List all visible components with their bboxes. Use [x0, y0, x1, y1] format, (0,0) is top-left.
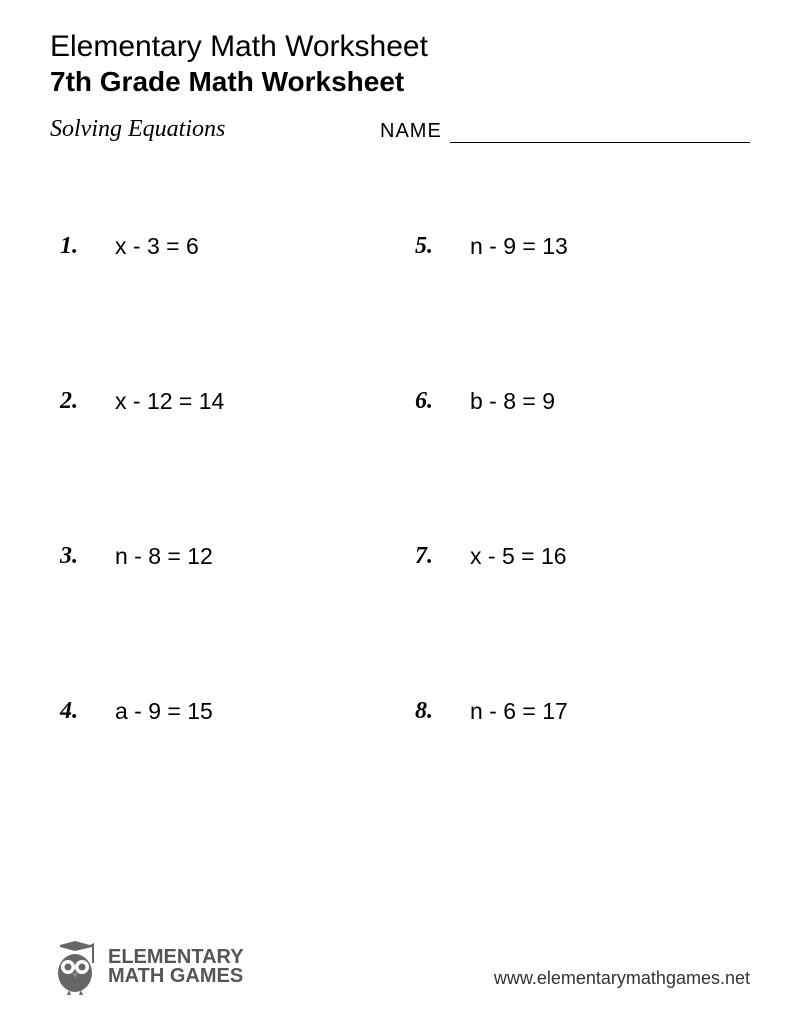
worksheet-topic: Solving Equations: [50, 116, 380, 143]
name-label: NAME: [380, 120, 442, 143]
site-logo: ELEMENTARY MATH GAMES: [50, 939, 244, 995]
problems-grid: 1. x - 3 = 6 2. x - 12 = 14 3. n - 8 = 1…: [50, 203, 750, 823]
problem-equation: a - 9 = 15: [115, 698, 213, 725]
logo-text: ELEMENTARY MATH GAMES: [108, 948, 244, 986]
subheading-row: Solving Equations NAME: [50, 116, 750, 143]
problem-number: 8.: [415, 698, 470, 725]
problem-equation: b - 8 = 9: [470, 388, 555, 415]
problem: 3. n - 8 = 12: [60, 513, 395, 668]
problem-equation: x - 12 = 14: [115, 388, 224, 415]
logo-text-line2: MATH GAMES: [108, 967, 244, 986]
problem: 2. x - 12 = 14: [60, 358, 395, 513]
problem-number: 1.: [60, 233, 115, 260]
problem-equation: n - 9 = 13: [470, 233, 568, 260]
problem-number: 7.: [415, 543, 470, 570]
problem-equation: n - 8 = 12: [115, 543, 213, 570]
problem-number: 2.: [60, 388, 115, 415]
problem-equation: x - 3 = 6: [115, 233, 199, 260]
problem-number: 6.: [415, 388, 470, 415]
problem: 4. a - 9 = 15: [60, 668, 395, 823]
site-url: www.elementarymathgames.net: [494, 968, 750, 995]
problem-equation: n - 6 = 17: [470, 698, 568, 725]
problem: 7. x - 5 = 16: [415, 513, 750, 668]
owl-icon: [50, 939, 100, 995]
page-title-2: 7th Grade Math Worksheet: [50, 66, 750, 98]
problem: 6. b - 8 = 9: [415, 358, 750, 513]
problem-number: 5.: [415, 233, 470, 260]
page-title-1: Elementary Math Worksheet: [50, 30, 750, 64]
problem-number: 4.: [60, 698, 115, 725]
problem-number: 3.: [60, 543, 115, 570]
problem-equation: x - 5 = 16: [470, 543, 567, 570]
problem: 8. n - 6 = 17: [415, 668, 750, 823]
problem: 5. n - 9 = 13: [415, 203, 750, 358]
problem: 1. x - 3 = 6: [60, 203, 395, 358]
page-footer: ELEMENTARY MATH GAMES www.elementarymath…: [50, 939, 750, 995]
name-blank-line: [450, 123, 750, 143]
